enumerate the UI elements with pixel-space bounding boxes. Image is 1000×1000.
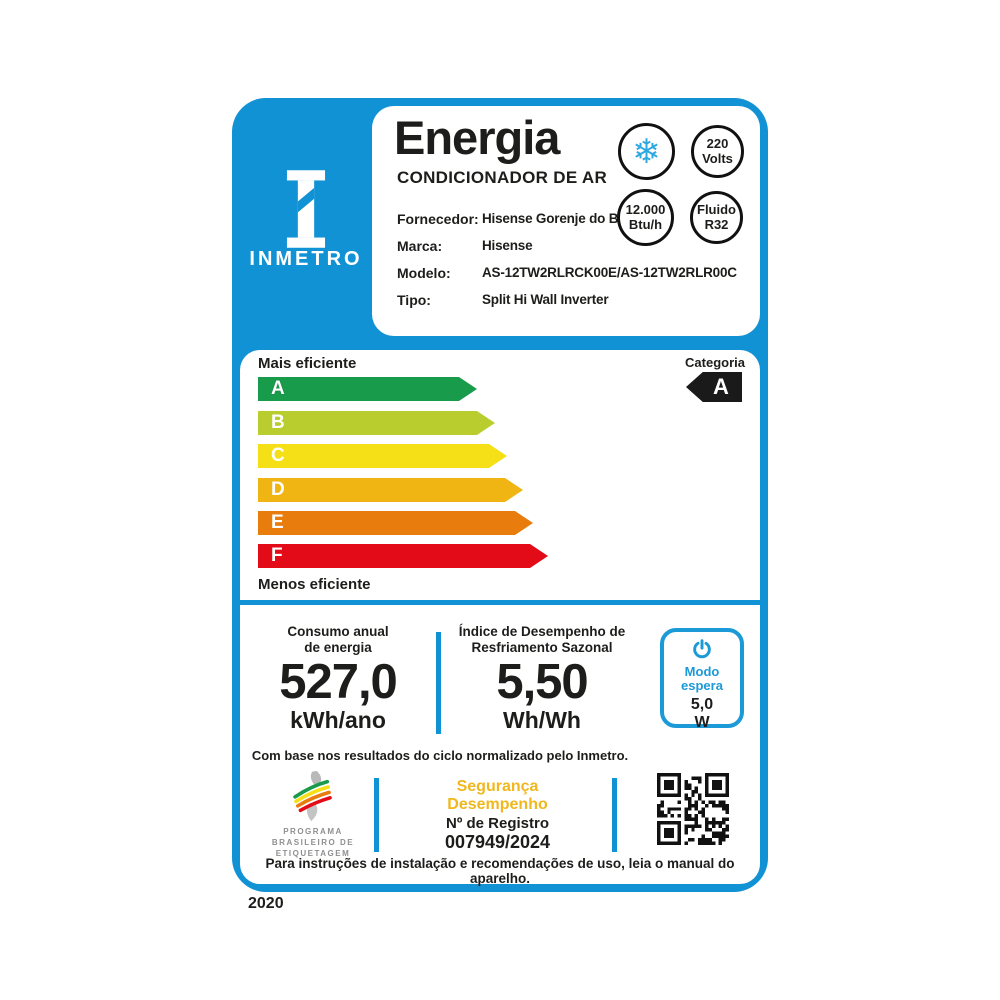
performance-label: Desempenho <box>447 795 548 813</box>
field-fornecedor: Fornecedor: Hisense Gorenje do Brasil <box>397 211 645 233</box>
field-value: Hisense <box>482 238 533 253</box>
pbe-swoosh-icon <box>263 770 363 827</box>
efficiency-arrow-e: E <box>258 511 533 535</box>
label-year: 2020 <box>248 895 284 912</box>
seasonal-performance-metric: Índice de Desempenho de Resfriamento Saz… <box>452 624 632 733</box>
registry-label: Nº de Registro <box>446 814 549 832</box>
pbe-logo: PROGRAMA BRASILEIRO DE ETIQUETAGEM <box>263 770 363 859</box>
field-value: Hisense Gorenje do Brasil <box>482 211 646 226</box>
label-title: Energia <box>394 111 560 164</box>
field-value: Split Hi Wall Inverter <box>482 292 609 307</box>
safety-label: Segurança <box>456 778 539 795</box>
vertical-divider <box>436 632 441 734</box>
inmetro-logo-text: INMETRO <box>249 248 363 270</box>
vertical-divider <box>374 778 379 852</box>
registry-block: Segurança Desempenho Nº de Registro 0079… <box>390 778 605 853</box>
badge-cooling: ❄ <box>618 123 675 180</box>
header-panel: Energia CONDICIONADOR DE AR Fornecedor: … <box>372 106 760 336</box>
standby-label: Modo espera <box>681 664 723 694</box>
performance-unit: Wh/Wh <box>503 707 581 734</box>
field-label: Marca: <box>397 238 443 254</box>
efficiency-arrow-b: B <box>258 411 495 435</box>
pbe-text: PROGRAMA BRASILEIRO DE ETIQUETAGEM <box>271 827 355 858</box>
efficiency-arrow-c: C <box>258 444 507 468</box>
standby-value: 5,0 W <box>690 695 714 731</box>
standby-mode-box: Modo espera 5,0 W <box>660 628 744 731</box>
field-label: Tipo: <box>397 292 431 308</box>
annual-consumption-metric: Consumo anual de energia 527,0 kWh/ano <box>248 624 428 733</box>
field-label: Modelo: <box>397 265 451 281</box>
field-tipo: Tipo: Split Hi Wall Inverter <box>397 292 627 314</box>
category-label: Categoria <box>685 355 745 370</box>
field-marca: Marca: Hisense <box>397 238 627 260</box>
metric-title: Consumo anual <box>287 624 389 639</box>
badge-voltage: 220 Volts <box>691 125 744 178</box>
inmetro-note: Com base nos resultados do ciclo normali… <box>251 748 629 763</box>
registry-number: 007949/2024 <box>444 832 551 853</box>
badge-fluid: Fluido R32 <box>690 191 743 244</box>
efficiency-arrow-d: D <box>258 478 523 502</box>
vertical-divider <box>612 778 617 852</box>
consumption-unit: kWh/ano <box>290 707 386 734</box>
metric-title: de energia <box>304 639 372 655</box>
qr-code <box>657 773 729 845</box>
more-efficient-label: Mais eficiente <box>258 355 357 372</box>
label-subtitle: CONDICIONADOR DE AR <box>397 168 608 187</box>
energy-label: INMETRO Energia CONDICIONADOR DE AR Forn… <box>232 98 768 892</box>
performance-value: 5,50 <box>496 655 588 710</box>
badge-fluid-text: Fluido R32 <box>697 202 736 232</box>
consumption-value: 527,0 <box>279 655 398 710</box>
power-icon <box>664 638 740 665</box>
snowflake-icon: ❄ <box>632 132 661 171</box>
badge-capacity-text: 12.000 Btu/h <box>625 202 666 232</box>
inmetro-logo-icon <box>272 170 340 248</box>
field-value: AS-12TW2RLRCK00E/AS-12TW2RLR00C <box>482 265 737 280</box>
efficiency-arrow-a: A <box>258 377 477 401</box>
category-arrow: A <box>686 372 742 402</box>
badge-capacity: 12.000 Btu/h <box>617 189 674 246</box>
efficiency-arrow-f: F <box>258 544 548 568</box>
main-panel: Mais eficiente A B C D E F Menos eficien… <box>240 350 760 886</box>
badge-voltage-text: 220 Volts <box>702 136 733 166</box>
metric-title: Índice de Desempenho de <box>458 624 626 639</box>
horizontal-divider <box>240 600 760 605</box>
metric-title: Resfriamento Sazonal <box>471 639 613 655</box>
manual-instructions: Para instruções de instalação e recomend… <box>265 856 735 886</box>
field-modelo: Modelo: AS-12TW2RLRCK00E/AS-12TW2RLR00C <box>397 265 737 287</box>
field-label: Fornecedor: <box>397 211 479 227</box>
less-efficient-label: Menos eficiente <box>258 576 371 593</box>
